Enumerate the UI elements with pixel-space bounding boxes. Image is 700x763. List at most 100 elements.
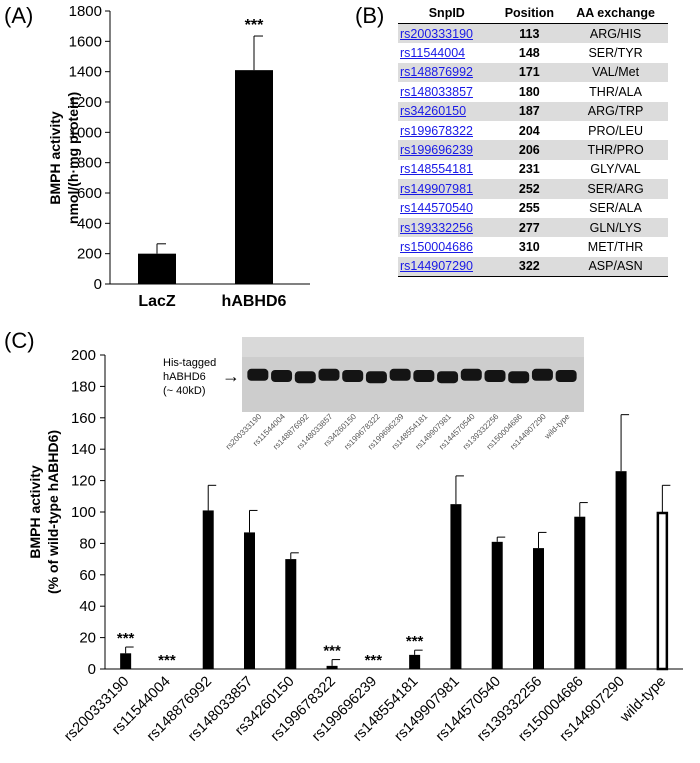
chart-a: 0 200 400 600 800 1000 1200 1400 1600 1800 BMPH ac… [47, 3, 310, 310]
bar-rs199678322 [326, 665, 338, 669]
bar-rs34260150 [285, 559, 297, 669]
cell-position: 206 [495, 140, 564, 160]
cell-position: 187 [495, 101, 564, 121]
cell-aa-exchange: THR/ALA [589, 84, 642, 99]
y-tick-label-a: 1600 [69, 33, 102, 50]
significance-rs200333190: *** [117, 630, 135, 647]
y-tick-label-a: 1400 [69, 64, 102, 81]
bar-hABHD6 [235, 70, 273, 285]
blot-band-label-line: (~ 40kD) [163, 385, 206, 397]
table-row: rs149907981 252 SER/ARG [398, 179, 668, 199]
blot-membrane-top [242, 337, 584, 357]
cell-aa-exchange: ASP/ASN [563, 256, 668, 278]
table-row: rs144907290 322 ASP/ASN [398, 256, 668, 278]
cell-position: 204 [518, 123, 540, 138]
cell-snp-id[interactable]: rs148554181 [400, 162, 473, 177]
bar-rs200333190 [120, 653, 132, 669]
y-axis-label-line-c: BMPH activity [27, 465, 43, 559]
cell-snp-id[interactable]: rs11544004 [400, 46, 466, 61]
bar-rs148876992 [202, 510, 214, 669]
y-tick-label-a: 400 [77, 215, 102, 232]
y-tick-label-c: 20 [79, 630, 96, 647]
y-tick-label-c: 40 [79, 598, 96, 615]
significance-rs11544004: *** [158, 652, 176, 669]
cell-position: 148 [518, 46, 540, 61]
col-header-snpid: SnpID [398, 4, 496, 24]
table-row: rs144570540 255 SER/ALA [398, 199, 668, 218]
cell-snp-id[interactable]: rs139332256 [398, 217, 496, 238]
blot-band-rs139332256 [484, 370, 506, 382]
cell-aa-exchange: VAL/Met [563, 62, 668, 83]
snp-table: SnpID Position AA exchange rs200333190 11… [398, 4, 668, 278]
y-tick-label-c: 140 [71, 441, 96, 458]
western-blot-inset: rs200333190rs11544004rs148876992rs148033… [224, 337, 584, 451]
cell-snp-id[interactable]: rs144907290 [398, 256, 496, 278]
cell-position: 322 [495, 256, 564, 278]
bar-rs144570540 [491, 541, 503, 669]
blot-band-rs144570540 [460, 368, 482, 381]
table-row: rs11544004 148 SER/TYR [398, 43, 668, 62]
bar-rs139332256 [533, 548, 544, 669]
y-tick-label-a: 600 [77, 185, 102, 202]
cell-snp-id[interactable]: rs148876992 [398, 62, 496, 83]
col-header-aa-exchange: AA exchange [563, 4, 668, 24]
blot-band-label: His-tagged hABHD6 (~ 40kD) [163, 357, 216, 397]
cell-aa-exchange: PRO/LEU [588, 123, 643, 138]
blot-band-rs200333190 [247, 368, 269, 381]
table-header-row: SnpID Position AA exchange [398, 4, 668, 24]
panel-b-letter: (B) [355, 3, 385, 28]
cell-position: 231 [518, 162, 540, 177]
cell-snp-id[interactable]: rs148033857 [400, 84, 473, 99]
blot-band-label-line: His-tagged [163, 357, 216, 369]
table-row: rs150004686 310 MET/THR [398, 237, 668, 256]
y-tick-label-c: 100 [71, 504, 96, 521]
cell-position: 180 [518, 84, 540, 99]
cell-snp-id[interactable]: rs200333190 [398, 23, 496, 44]
cell-snp-id[interactable]: rs144570540 [400, 201, 473, 216]
blot-band-label-line: hABHD6 [163, 371, 206, 383]
blot-band-rs149907981 [437, 371, 459, 384]
cell-snp-id[interactable]: rs149907981 [398, 179, 496, 199]
y-axis-label-a: BMPH activity nmol/(h·mg protein) [47, 92, 81, 224]
bar-rs148554181 [409, 654, 421, 669]
y-tick-label-c: 120 [71, 473, 96, 490]
cell-position: 277 [495, 217, 564, 238]
x-tick-label-hABHD6: hABHD6 [222, 293, 287, 310]
cell-snp-id[interactable]: rs199696239 [398, 140, 496, 160]
cell-aa-exchange: SER/ARG [563, 179, 668, 199]
y-tick-label-a: 800 [77, 155, 102, 172]
bar-LacZ [138, 253, 176, 284]
cell-aa-exchange: SER/ALA [589, 201, 642, 216]
x-tick-label-wild-type: wild-type [617, 674, 669, 726]
significance-rs199678322: *** [323, 643, 341, 660]
table-row: rs148876992 171 VAL/Met [398, 62, 668, 83]
bar-rs150004686 [574, 516, 586, 669]
blot-band-rs148876992 [294, 371, 316, 384]
cell-aa-exchange: GLY/VAL [590, 162, 641, 177]
y-tick-label-c: 180 [71, 378, 96, 395]
y-tick-label-a: 200 [77, 246, 102, 263]
blot-band-rs148554181 [413, 370, 435, 382]
bar-rs144907290 [615, 471, 627, 669]
cell-snp-id[interactable]: rs150004686 [400, 239, 473, 254]
blot-band-rs144907290 [531, 368, 553, 381]
col-header-position: Position [495, 4, 564, 24]
blot-band-rs11544004 [271, 370, 293, 382]
table-row: rs199678322 204 PRO/LEU [398, 121, 668, 140]
blot-lane-label: wild-type [542, 412, 572, 442]
cell-snp-id[interactable]: rs199678322 [400, 123, 473, 138]
bar-rs149907981 [450, 504, 462, 669]
panel-a-letter: (A) [4, 3, 34, 28]
y-tick-label-c: 0 [88, 661, 96, 678]
y-tick-label-c: 80 [79, 535, 96, 552]
cell-aa-exchange: GLN/LYS [563, 217, 668, 238]
cell-snp-id[interactable]: rs34260150 [398, 101, 496, 121]
significance-hABHD6: *** [245, 17, 264, 34]
cell-aa-exchange: THR/PRO [563, 140, 668, 160]
panel-c-letter: (C) [4, 328, 35, 353]
significance-rs148554181: *** [406, 633, 424, 650]
blot-arrow-icon: → [222, 366, 240, 386]
cell-position: 113 [495, 23, 564, 44]
y-tick-label-a: 1800 [69, 3, 102, 20]
